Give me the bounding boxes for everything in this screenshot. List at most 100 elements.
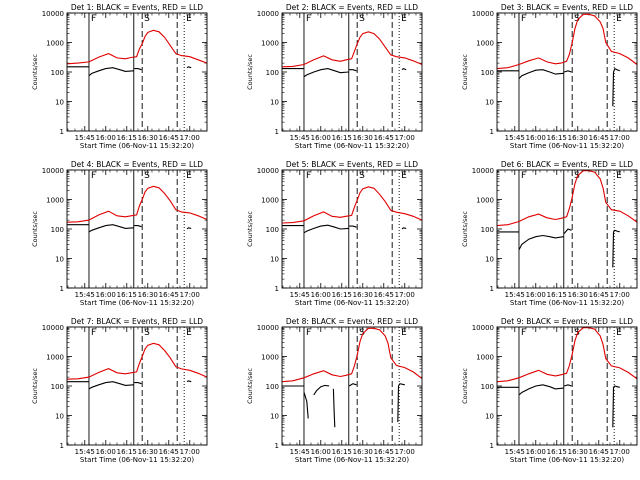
y-tick-label: 1000 <box>261 40 279 48</box>
y-tick-label: 10 <box>270 99 279 107</box>
y-tick-label: 100 <box>51 69 64 77</box>
y-tick-label: 10 <box>270 413 279 421</box>
marker-label: F <box>521 171 526 181</box>
panel-det-2: Det 2: BLACK = Events, RED = LLD 1 10 100 10… <box>246 3 423 150</box>
events-series-line <box>303 224 349 234</box>
x-tick-label: 15:45 <box>75 291 95 299</box>
events-series-line <box>348 383 357 387</box>
panel-det-1: Det 1: BLACK = Events, RED = LLD 1 10 100 10… <box>31 3 208 150</box>
y-tick-label: 10000 <box>257 10 279 18</box>
y-axis-label: Counts/sec <box>461 368 469 404</box>
y-tick-label: 1 <box>60 442 64 450</box>
plot-frame <box>66 12 208 132</box>
x-axis-label: Start Time (06-Nov-11 15:32:20) <box>80 142 194 150</box>
x-tick-label: 15:45 <box>75 448 95 456</box>
marker-label: F <box>306 328 311 338</box>
y-tick-label: 100 <box>481 383 494 391</box>
x-tick-label: 17:00 <box>395 134 415 142</box>
lld-series-line <box>282 186 422 224</box>
x-axis-label: Start Time (06-Nov-11 15:32:20) <box>295 456 409 464</box>
marker-label: F <box>306 14 311 24</box>
marker-label: S <box>359 171 365 181</box>
x-tick-label: 16:30 <box>353 448 373 456</box>
panel-det-5: Det 5: BLACK = Events, RED = LLD 1 10 100 10… <box>246 160 423 307</box>
x-tick-label: 16:00 <box>96 291 116 299</box>
y-tick-label: 100 <box>51 383 64 391</box>
x-axis-label: Start Time (06-Nov-11 15:32:20) <box>295 299 409 307</box>
x-tick-label: 16:15 <box>547 448 567 456</box>
panel-title: Det 5: BLACK = Events, RED = LLD <box>286 160 418 169</box>
marker-label: S <box>144 14 150 24</box>
x-tick-label: 16:00 <box>526 448 546 456</box>
x-tick-label: 16:30 <box>568 291 588 299</box>
marker-label: F <box>521 14 526 24</box>
events-series-line <box>563 228 572 234</box>
y-tick-label: 100 <box>266 226 279 234</box>
marker-label: S <box>144 328 150 338</box>
x-tick-label: 16:45 <box>374 291 394 299</box>
marker-label: E <box>401 328 407 338</box>
x-tick-label: 17:00 <box>610 448 630 456</box>
x-tick-label: 16:00 <box>96 448 116 456</box>
y-tick-label: 100 <box>51 226 64 234</box>
x-tick-label: 16:15 <box>117 448 137 456</box>
marker-label: E <box>616 328 622 338</box>
marker-label: E <box>616 14 622 24</box>
x-tick-label: 16:45 <box>589 291 609 299</box>
x-tick-label: 16:15 <box>117 291 137 299</box>
panel-det-8: Det 8: BLACK = Events, RED = LLD 1 10 100 10… <box>246 317 423 464</box>
x-tick-label: 16:15 <box>332 134 352 142</box>
y-tick-label: 1 <box>490 442 494 450</box>
y-tick-label: 1 <box>60 285 64 293</box>
y-tick-label: 10000 <box>472 10 494 18</box>
events-series-line <box>612 385 620 428</box>
plot-frame <box>281 12 423 132</box>
panel-title: Det 2: BLACK = Events, RED = LLD <box>286 3 418 12</box>
lld-series-line <box>67 29 207 65</box>
events-series-line <box>186 380 192 383</box>
y-tick-label: 1000 <box>476 354 494 362</box>
x-tick-label: 16:45 <box>589 134 609 142</box>
plot-area <box>497 13 637 107</box>
plot-frame <box>281 169 423 289</box>
x-tick-label: 15:45 <box>505 291 525 299</box>
y-tick-label: 10 <box>55 256 64 264</box>
plot-area <box>282 31 422 78</box>
events-series-line <box>332 388 336 428</box>
y-tick-label: 10000 <box>42 10 64 18</box>
panel-det-6: Det 6: BLACK = Events, RED = LLD 1 10 100 10… <box>461 160 638 307</box>
x-tick-label: 16:45 <box>589 448 609 456</box>
marker-label: E <box>186 14 192 24</box>
y-tick-label: 1 <box>60 128 64 136</box>
x-axis-label: Start Time (06-Nov-11 15:32:20) <box>80 456 194 464</box>
events-series-line <box>397 383 405 423</box>
plot-frame <box>496 169 638 289</box>
x-tick-label: 17:00 <box>610 291 630 299</box>
x-tick-label: 17:00 <box>395 291 415 299</box>
x-tick-label: 16:15 <box>547 291 567 299</box>
y-tick-label: 10000 <box>42 167 64 175</box>
x-tick-label: 16:00 <box>311 448 331 456</box>
y-tick-label: 1 <box>490 128 494 136</box>
marker-label: E <box>401 171 407 181</box>
x-tick-label: 15:45 <box>290 134 310 142</box>
y-tick-label: 10 <box>55 99 64 107</box>
y-tick-label: 1000 <box>46 197 64 205</box>
y-tick-label: 1000 <box>46 354 64 362</box>
y-tick-label: 1000 <box>46 40 64 48</box>
x-tick-label: 16:45 <box>374 134 394 142</box>
y-tick-label: 10000 <box>257 324 279 332</box>
panel-title: Det 9: BLACK = Events, RED = LLD <box>501 317 633 326</box>
plot-area <box>282 186 422 234</box>
lld-series-line <box>282 327 422 383</box>
y-tick-label: 1 <box>275 128 279 136</box>
events-series-line <box>401 227 407 230</box>
y-tick-label: 1000 <box>476 197 494 205</box>
lld-series-line <box>67 342 207 380</box>
y-axis-label: Counts/sec <box>461 211 469 247</box>
y-tick-label: 10000 <box>257 167 279 175</box>
panel-det-7: Det 7: BLACK = Events, RED = LLD 1 10 100 10… <box>31 317 208 464</box>
x-tick-label: 16:15 <box>117 134 137 142</box>
panel-title: Det 7: BLACK = Events, RED = LLD <box>71 317 203 326</box>
